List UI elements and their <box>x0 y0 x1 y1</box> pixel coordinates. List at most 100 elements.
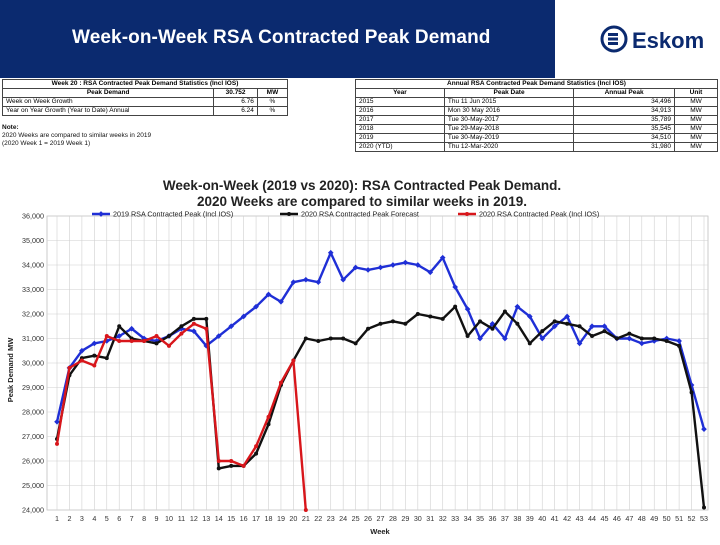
data-point <box>652 336 657 341</box>
data-point <box>576 340 583 347</box>
table-cell: MW <box>673 133 719 143</box>
data-point <box>228 323 235 330</box>
table-row: Year on Year Growth (Year to Date) Annua… <box>1 106 289 116</box>
data-point <box>428 314 433 319</box>
table-cell: Week on Week Growth <box>1 97 215 107</box>
x-tick-label: 49 <box>650 514 658 523</box>
data-point <box>551 323 558 330</box>
x-tick-label: 16 <box>240 514 248 523</box>
data-point <box>552 319 557 324</box>
notes-line: 2020 Weeks are compared to similar weeks… <box>2 132 152 139</box>
x-tick-label: 45 <box>600 514 608 523</box>
x-tick-label: 44 <box>588 514 596 523</box>
y-tick-label: 29,000 <box>22 383 44 392</box>
data-point <box>291 358 296 363</box>
data-point <box>278 380 283 385</box>
data-point <box>341 336 346 341</box>
data-point <box>564 313 570 320</box>
data-point <box>515 321 520 326</box>
header: Week-on-Week RSA Contracted Peak Demand … <box>0 0 720 78</box>
x-tick-label: 50 <box>663 514 671 523</box>
table-cell: MW <box>673 142 719 152</box>
data-point <box>340 276 347 283</box>
table-cell: Thu 11 Jun 2015 <box>443 97 575 107</box>
chart-svg: Week-on-Week (2019 vs 2020): RSA Contrac… <box>6 178 709 536</box>
data-point <box>453 304 458 309</box>
table-row: 2020 (YTD) Thu 12-Mar-2020 31,980 MW <box>355 142 719 152</box>
data-point <box>191 321 196 326</box>
x-tick-label: 37 <box>501 514 509 523</box>
data-point <box>353 341 358 346</box>
data-point <box>67 365 72 370</box>
table-row: 2016 Mon 30 May 2016 34,913 MW <box>355 106 719 116</box>
y-tick-label: 30,000 <box>22 359 44 368</box>
weekly-stats-table: Week 20 : RSA Contracted Peak Demand Sta… <box>1 79 289 116</box>
x-tick-label: 47 <box>625 514 633 523</box>
data-point <box>490 326 495 331</box>
y-tick-label: 34,000 <box>22 261 44 270</box>
annual-stats-header: Peak Date <box>443 88 575 98</box>
legend-marker <box>287 212 291 216</box>
eskom-logo: Eskom <box>560 0 720 78</box>
data-point <box>602 329 607 334</box>
data-point <box>303 508 308 512</box>
data-point <box>590 334 595 339</box>
annual-stats-header: Year <box>355 88 445 98</box>
x-tick-label: 46 <box>613 514 621 523</box>
annual-stats-caption: Annual RSA Contracted Peak Demand Statis… <box>355 79 718 89</box>
x-tick-label: 23 <box>327 514 335 523</box>
x-tick-label: 1 <box>55 514 59 523</box>
x-tick-label: 25 <box>352 514 360 523</box>
data-point <box>639 336 644 341</box>
table-cell: 31,980 <box>573 142 675 152</box>
data-point <box>577 324 582 329</box>
data-point <box>452 284 458 290</box>
table-row: 2017 Tue 30-May-2017 35,789 MW <box>355 115 719 125</box>
data-point <box>278 298 284 305</box>
page-title: Week-on-Week RSA Contracted Peak Demand <box>72 27 491 48</box>
data-point <box>142 338 147 343</box>
data-point <box>204 326 209 331</box>
data-point <box>54 418 60 425</box>
table-row: 2015 Thu 11 Jun 2015 34,496 MW <box>355 97 719 107</box>
data-point <box>502 335 508 342</box>
table-cell: Mon 30 May 2016 <box>443 106 575 116</box>
x-tick-label: 10 <box>165 514 173 523</box>
data-point <box>154 341 159 346</box>
data-point <box>627 331 632 336</box>
data-point <box>216 459 221 463</box>
x-tick-label: 22 <box>314 514 322 523</box>
data-point <box>676 338 682 344</box>
table-cell: Thu 12-Mar-2020 <box>443 142 575 152</box>
table-cell: 2020 (YTD) <box>355 142 445 152</box>
annual-stats-header: Annual Peak <box>573 88 675 98</box>
data-point <box>179 331 184 336</box>
x-tick-label: 41 <box>551 514 559 523</box>
data-point <box>117 324 122 329</box>
data-point <box>415 312 420 316</box>
data-point <box>216 466 221 471</box>
data-point <box>229 459 234 463</box>
x-tick-label: 6 <box>117 514 121 523</box>
data-point <box>589 323 595 330</box>
table-row: Week on Week Growth 6.76 % <box>1 97 289 107</box>
legend-label: 2020 RSA Contracted Peak Forecast <box>301 210 419 219</box>
data-point <box>390 262 396 268</box>
notes: Note: 2020 Weeks are compared to similar… <box>2 124 151 148</box>
table-cell: Year on Year Growth (Year to Date) Annua… <box>1 106 215 116</box>
table-cell: 2018 <box>355 124 445 134</box>
table-cell: MW <box>673 115 719 125</box>
data-point <box>626 335 633 342</box>
x-tick-label: 38 <box>513 514 521 523</box>
y-tick-label: 35,000 <box>22 236 44 245</box>
grid-layer <box>46 215 709 511</box>
data-point <box>166 334 171 339</box>
data-point <box>154 334 159 339</box>
y-axis-label: Peak Demand MW <box>6 337 15 403</box>
table-cell: Tue 30-May-2017 <box>443 115 575 125</box>
data-point <box>638 340 645 347</box>
x-tick-label: 9 <box>155 514 159 523</box>
table-cell: 35,545 <box>573 124 675 134</box>
data-point <box>378 321 383 326</box>
y-tick-label: 36,000 <box>22 212 44 221</box>
